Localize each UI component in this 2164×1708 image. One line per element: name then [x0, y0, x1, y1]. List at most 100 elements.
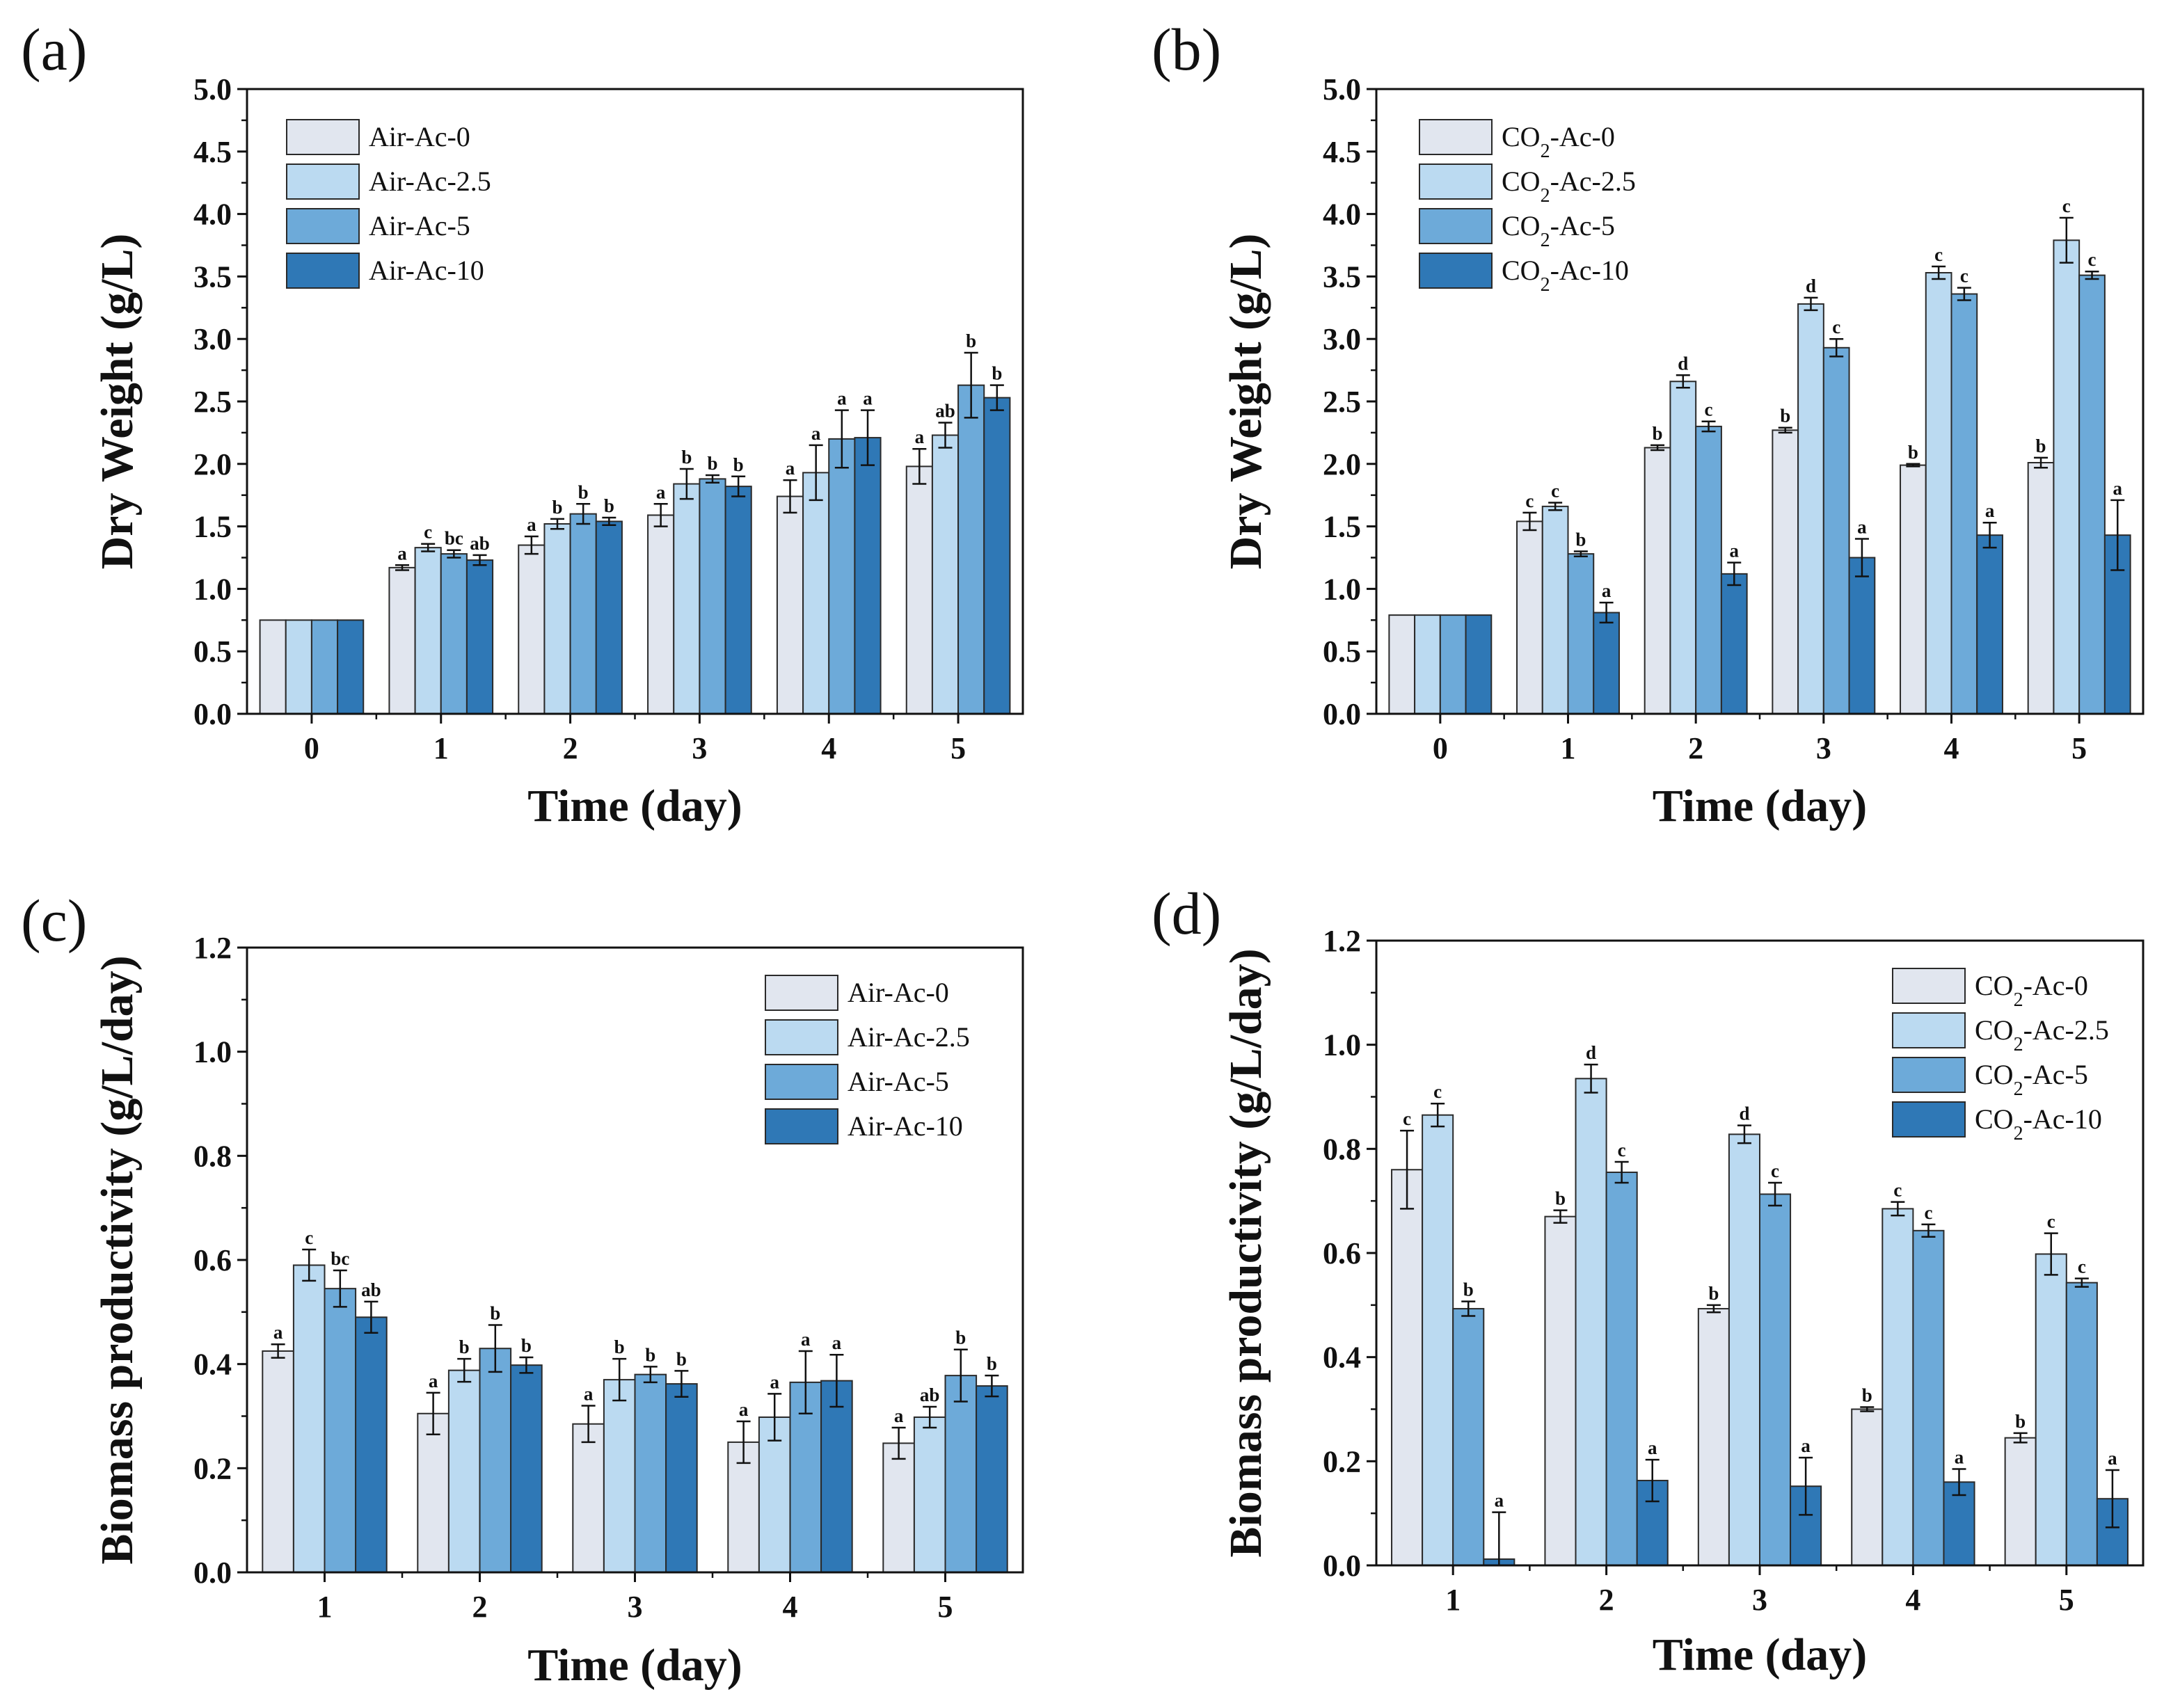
y-tick-label: 1.2: [1323, 924, 1361, 958]
x-tick-label: 0: [1433, 731, 1448, 765]
legend: Air-Ac-0 Air-Ac-2.5 Air-Ac-5 Air-Ac-10: [765, 975, 970, 1144]
bar: [1797, 303, 1824, 715]
significance-label: a: [584, 1384, 594, 1405]
significance-label: ab: [470, 533, 490, 554]
significance-label: c: [1403, 1108, 1411, 1129]
significance-label: c: [1525, 490, 1534, 511]
bar: [931, 434, 960, 715]
legend-swatch: [286, 163, 360, 200]
significance-label: b: [604, 495, 614, 516]
panel-label: (b): [1152, 16, 1221, 83]
x-axis-title: Time (day): [527, 1640, 742, 1691]
significance-label: a: [656, 481, 666, 502]
significance-label: b: [490, 1303, 500, 1324]
y-tick-label: 1.5: [1323, 510, 1361, 544]
bar: [699, 478, 726, 715]
legend-label: CO2-Ac-5: [1502, 210, 1615, 251]
significance-label: b: [2015, 1411, 2026, 1432]
legend-label: Air-Ac-2.5: [848, 1021, 970, 1053]
y-tick-label: 4.0: [193, 198, 232, 232]
y-tick-label: 1.2: [193, 931, 232, 965]
significance-label: a: [801, 1329, 811, 1350]
bar: [957, 384, 985, 715]
significance-label: bc: [331, 1248, 349, 1269]
significance-label: c: [305, 1227, 313, 1248]
bar: [944, 1375, 978, 1573]
bar: [1422, 1114, 1454, 1566]
significance-label: b: [1463, 1279, 1474, 1300]
significance-label: d: [1739, 1103, 1749, 1124]
x-tick-label: 4: [1905, 1583, 1920, 1617]
y-tick-label: 0.0: [193, 1556, 232, 1590]
legend-label: CO2-Ac-2.5: [1975, 1014, 2109, 1055]
x-tick-label: 1: [1445, 1583, 1461, 1617]
significance-label: c: [1893, 1180, 1902, 1201]
y-tick-label: 0.6: [1323, 1236, 1361, 1270]
legend-swatch: [1419, 208, 1493, 244]
y-axis-title: Dry Weight (g/L): [92, 234, 143, 570]
legend-swatch: [765, 1108, 838, 1144]
bar: [603, 1379, 636, 1574]
x-tick-label: 1: [317, 1590, 333, 1624]
x-tick-label: 5: [2071, 731, 2087, 765]
x-tick-label: 5: [938, 1590, 953, 1624]
significance-label: a: [1857, 517, 1867, 538]
significance-label: a: [1955, 1447, 1964, 1468]
legend: Air-Ac-0 Air-Ac-2.5 Air-Ac-5 Air-Ac-10: [286, 119, 491, 289]
y-tick-label: 0.5: [193, 634, 232, 669]
bar: [776, 495, 804, 715]
bar: [2078, 274, 2106, 715]
significance-label: c: [2047, 1211, 2055, 1232]
significance-label: c: [1924, 1202, 1932, 1223]
y-tick-label: 1.0: [1323, 1028, 1361, 1062]
significance-label: a: [894, 1405, 904, 1426]
legend-swatch: [286, 253, 360, 289]
significance-label: a: [832, 1332, 842, 1353]
significance-label: a: [397, 543, 407, 564]
significance-label: c: [1618, 1140, 1626, 1160]
legend-label: CO2-Ac-2.5: [1502, 166, 1636, 207]
y-tick-label: 3.5: [1323, 260, 1361, 294]
bar: [802, 472, 830, 715]
bar: [1822, 346, 1850, 715]
bar: [414, 547, 442, 715]
y-tick-label: 0.0: [193, 697, 232, 731]
y-tick-label: 3.0: [193, 322, 232, 356]
y-tick-label: 0.0: [1323, 697, 1361, 731]
significance-label: a: [429, 1371, 438, 1391]
bar: [440, 553, 468, 715]
bar: [1669, 381, 1697, 715]
x-tick-label: 2: [1688, 731, 1703, 765]
significance-label: b: [681, 447, 692, 468]
significance-label: a: [786, 458, 795, 479]
significance-label: b: [1908, 442, 1918, 463]
bar: [1644, 447, 1671, 715]
y-tick-label: 0.0: [1323, 1549, 1361, 1583]
bar: [285, 619, 312, 715]
legend-label: CO2-Ac-0: [1975, 970, 2088, 1011]
x-tick-label: 0: [304, 731, 319, 765]
significance-label: b: [987, 1353, 997, 1374]
significance-label: a: [2113, 478, 2123, 499]
bar: [466, 559, 494, 715]
bar: [1697, 1308, 1730, 1566]
bar: [324, 1288, 357, 1573]
bar: [1391, 1169, 1424, 1567]
x-tick-label: 2: [472, 1590, 488, 1624]
y-tick-label: 0.4: [1323, 1341, 1361, 1375]
bar: [1452, 1308, 1485, 1566]
significance-label: a: [811, 423, 821, 444]
significance-label: d: [1678, 353, 1688, 374]
y-tick-label: 4.5: [193, 135, 232, 169]
significance-label: a: [1801, 1435, 1811, 1456]
bar: [854, 437, 882, 715]
bar: [634, 1373, 667, 1573]
y-tick-label: 2.5: [193, 385, 232, 419]
y-tick-label: 0.2: [193, 1451, 232, 1485]
y-tick-label: 4.0: [1323, 198, 1361, 232]
legend-label: CO2-Ac-0: [1502, 121, 1615, 162]
y-tick-label: 0.2: [1323, 1444, 1361, 1478]
y-tick-label: 1.5: [193, 510, 232, 544]
